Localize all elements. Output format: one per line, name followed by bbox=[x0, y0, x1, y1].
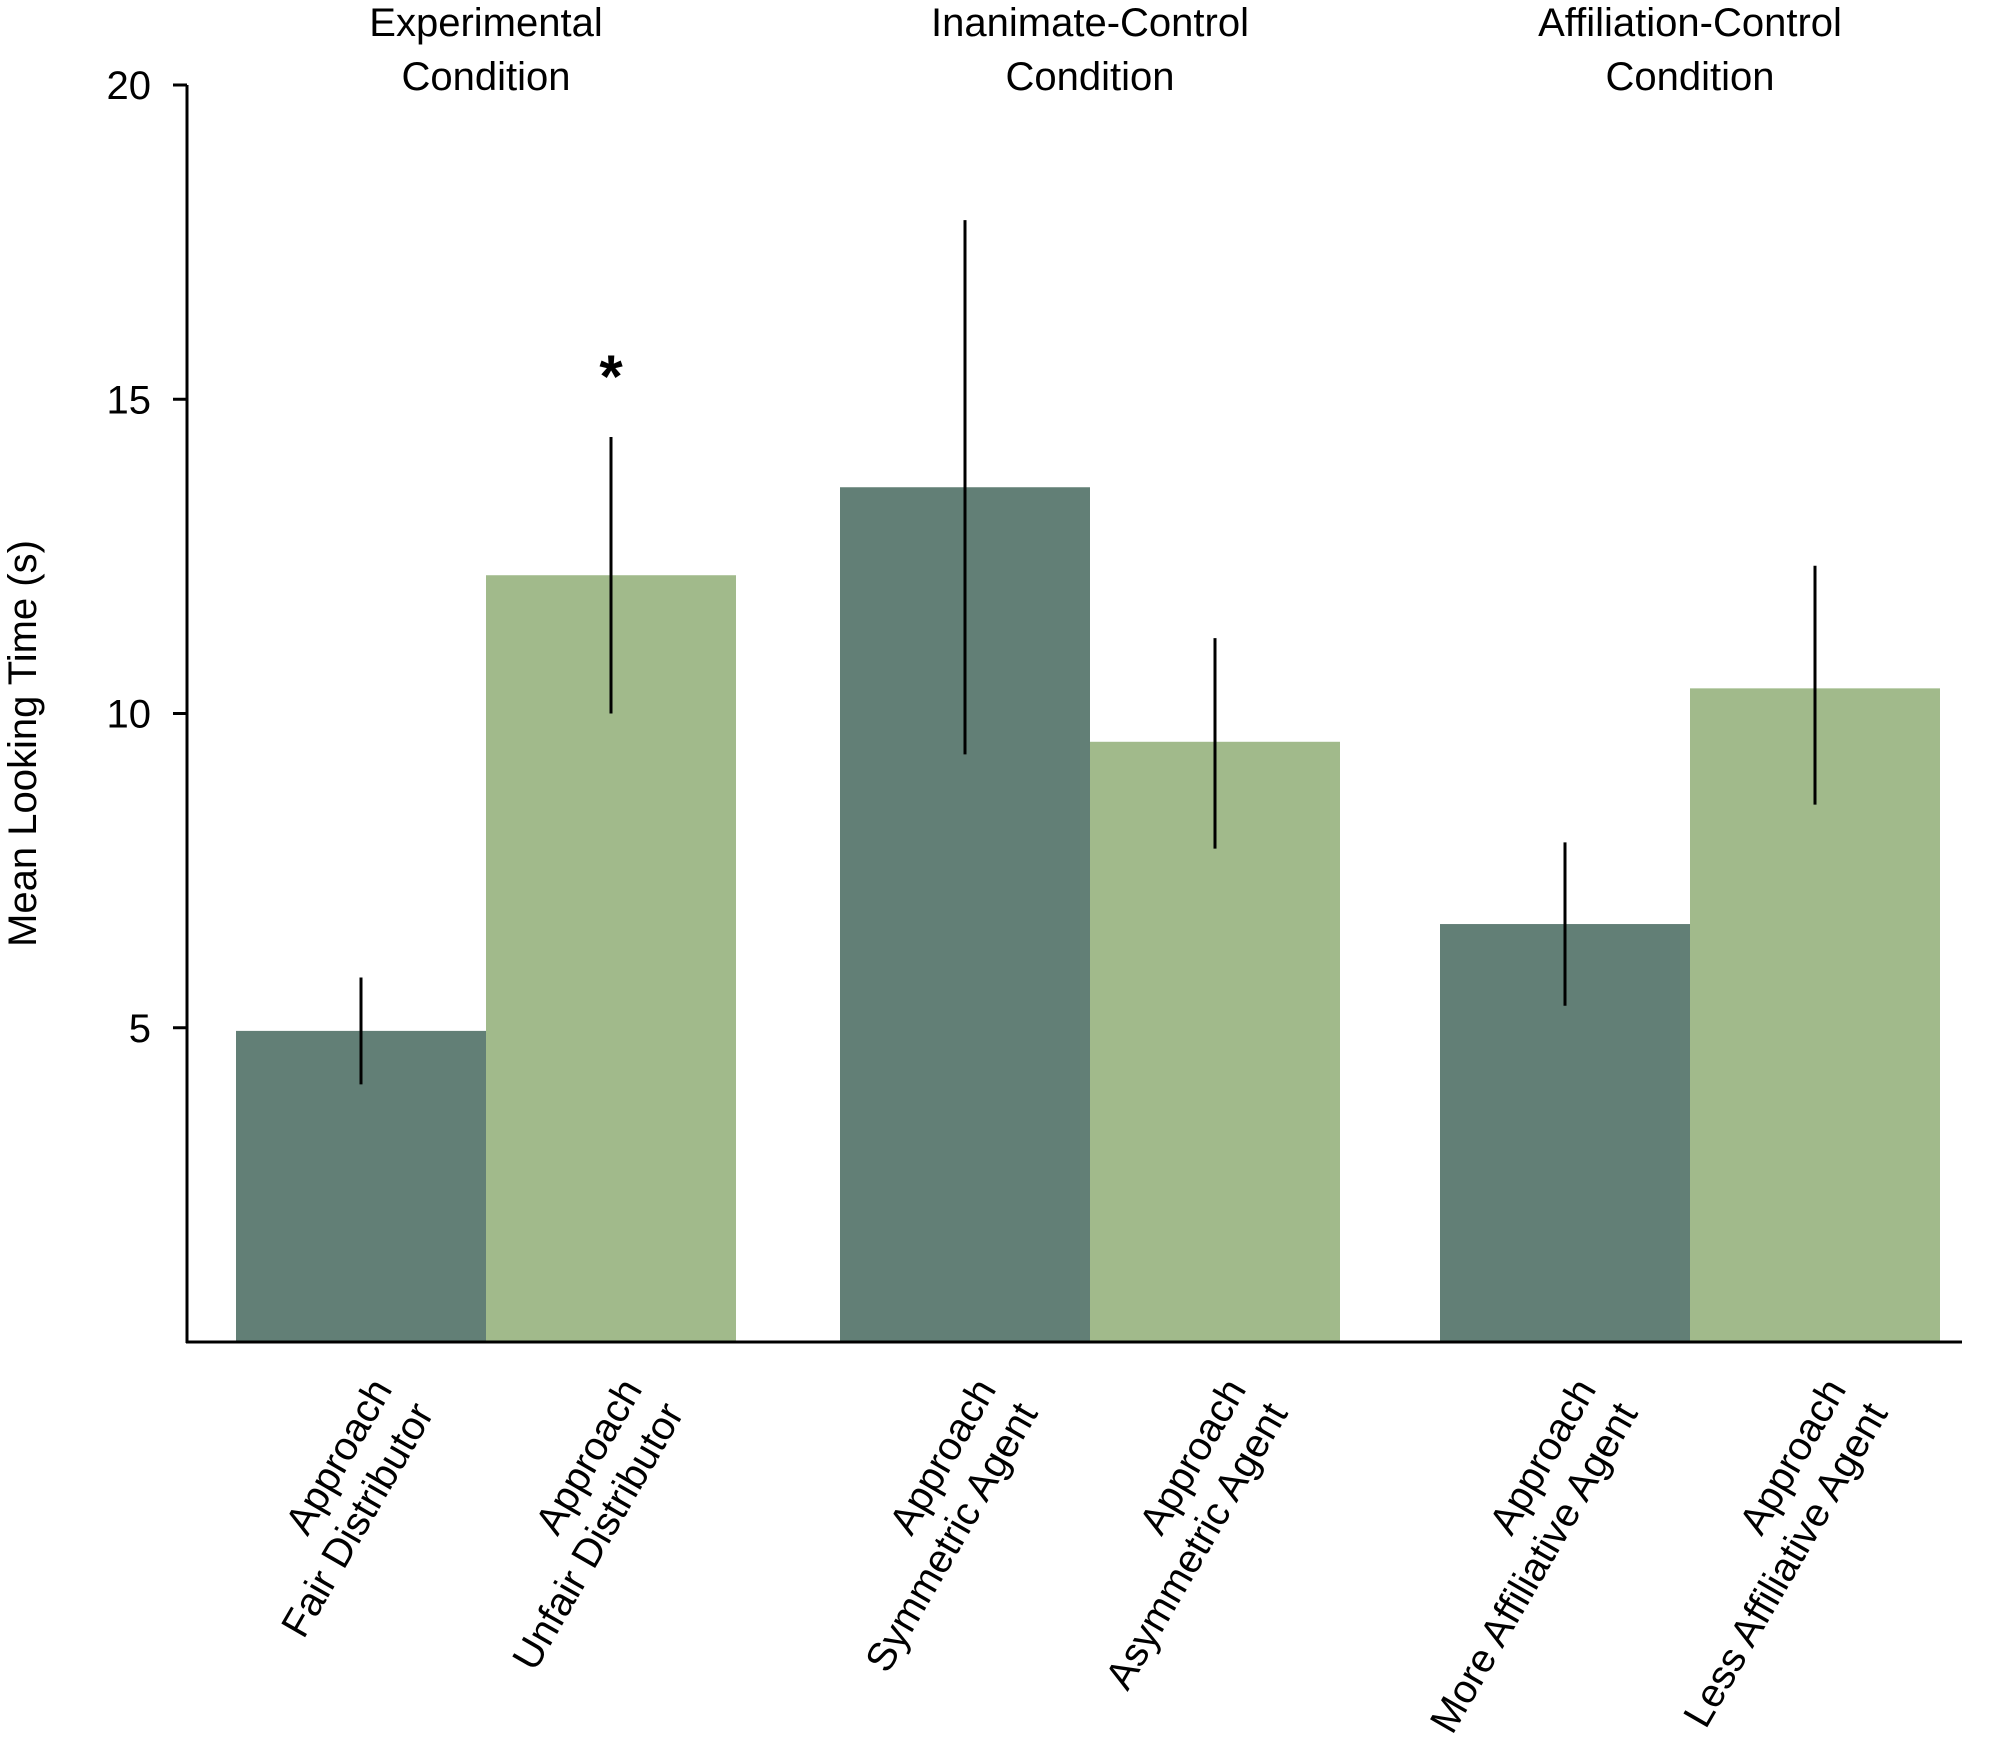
y-tick-label: 5 bbox=[129, 1007, 151, 1051]
group-title: Condition bbox=[1005, 55, 1174, 99]
y-tick-label: 10 bbox=[107, 693, 152, 737]
group-title: Affiliation-Control bbox=[1538, 1, 1842, 45]
y-tick-label: 15 bbox=[107, 378, 152, 422]
error-bars-layer bbox=[359, 220, 1817, 1085]
group-title: Experimental bbox=[369, 1, 602, 45]
bars-layer bbox=[236, 487, 1940, 1342]
group-title: Inanimate-Control bbox=[931, 1, 1249, 45]
y-axis-label: Mean Looking Time (s) bbox=[1, 540, 45, 947]
axes-layer bbox=[173, 83, 1962, 1344]
group-title: Condition bbox=[1605, 55, 1774, 99]
significance-marker: * bbox=[599, 343, 623, 410]
y-tick-label: 20 bbox=[107, 64, 152, 108]
group-title: Condition bbox=[401, 55, 570, 99]
